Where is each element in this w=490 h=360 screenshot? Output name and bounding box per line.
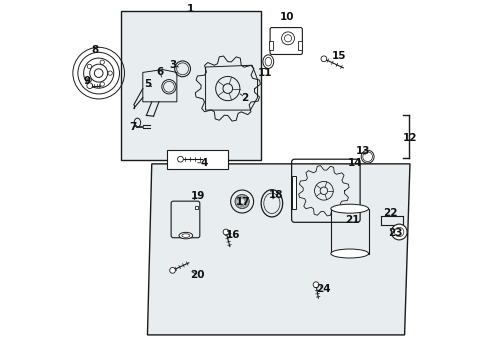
Text: 12: 12 xyxy=(403,133,417,143)
Text: 1: 1 xyxy=(187,4,194,14)
Circle shape xyxy=(87,83,93,89)
Text: 23: 23 xyxy=(388,228,402,238)
Text: 4: 4 xyxy=(200,158,207,168)
Circle shape xyxy=(313,282,319,288)
Text: 22: 22 xyxy=(383,208,397,218)
Text: 13: 13 xyxy=(356,145,370,156)
Text: 2: 2 xyxy=(242,93,248,103)
Circle shape xyxy=(100,82,104,86)
Text: 17: 17 xyxy=(236,197,250,207)
Bar xyxy=(195,206,198,210)
Text: 14: 14 xyxy=(348,158,363,168)
Circle shape xyxy=(392,224,407,240)
Text: 3: 3 xyxy=(169,60,176,70)
Text: 11: 11 xyxy=(257,68,272,78)
Text: 9: 9 xyxy=(84,76,91,86)
Polygon shape xyxy=(147,164,410,335)
Circle shape xyxy=(223,229,229,235)
Circle shape xyxy=(321,56,327,62)
Text: 21: 21 xyxy=(345,215,360,225)
Text: 7: 7 xyxy=(129,122,137,132)
Text: 24: 24 xyxy=(316,284,330,294)
Bar xyxy=(270,41,273,50)
Text: 10: 10 xyxy=(280,12,294,22)
Circle shape xyxy=(108,71,112,75)
Circle shape xyxy=(87,64,92,68)
Circle shape xyxy=(87,78,92,82)
Text: 6: 6 xyxy=(156,67,163,77)
Text: 16: 16 xyxy=(226,230,241,239)
Ellipse shape xyxy=(331,204,368,213)
Bar xyxy=(122,12,261,160)
Text: 15: 15 xyxy=(332,51,346,61)
Circle shape xyxy=(177,156,183,162)
Bar xyxy=(167,149,228,169)
Text: 19: 19 xyxy=(191,191,206,201)
Text: 18: 18 xyxy=(270,190,284,200)
Text: 8: 8 xyxy=(92,45,98,55)
Circle shape xyxy=(100,60,104,64)
Circle shape xyxy=(170,267,175,273)
Text: 5: 5 xyxy=(144,79,151,89)
Ellipse shape xyxy=(331,249,368,258)
Bar xyxy=(292,176,296,209)
Bar xyxy=(298,41,302,50)
Text: 20: 20 xyxy=(191,270,205,280)
Ellipse shape xyxy=(179,232,193,239)
